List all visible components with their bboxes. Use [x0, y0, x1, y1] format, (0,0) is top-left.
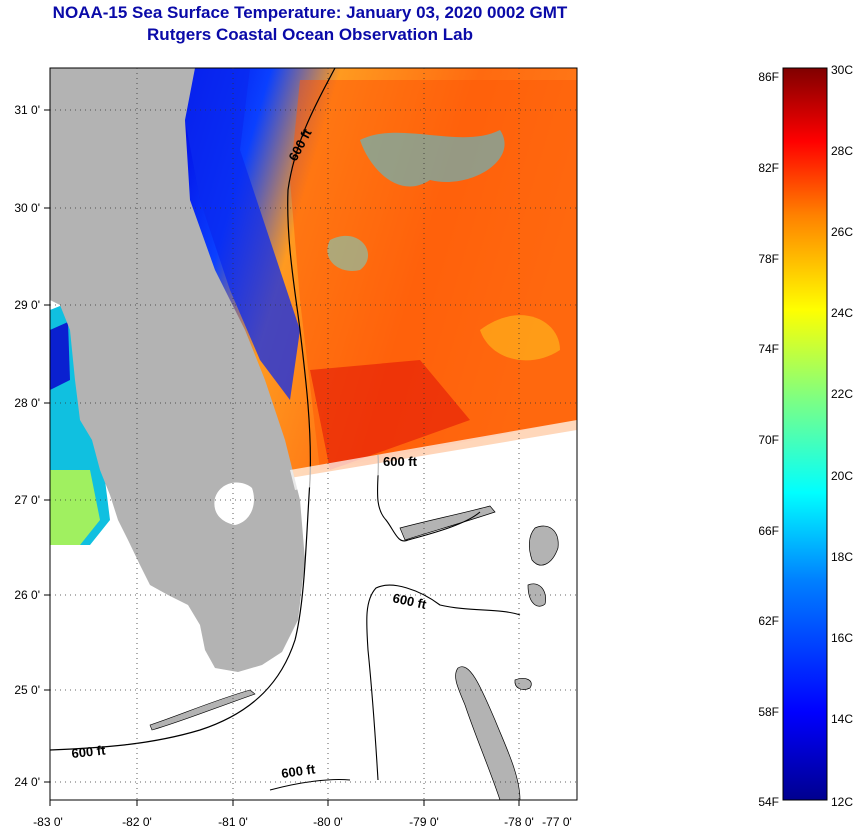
colorbar-c-label: 24C [831, 306, 853, 320]
y-tick-label: 27 0' [14, 493, 40, 507]
y-tick-label: 30 0' [14, 201, 40, 215]
y-tick-label: 24 0' [14, 775, 40, 789]
colorbar-f-label: 58F [758, 705, 779, 719]
y-tick-label: 28 0' [14, 396, 40, 410]
x-tick-label: -77 0' [542, 815, 572, 829]
colorbar-f-label: 86F [758, 70, 779, 84]
contour-600ft-bahamas [377, 454, 481, 542]
colorbar-f-label: 62F [758, 614, 779, 628]
colorbar-c-label: 16C [831, 631, 853, 645]
colorbar-f-label: 82F [758, 161, 779, 175]
colorbar-f-label: 70F [758, 433, 779, 447]
contour-label: 600 ft [71, 742, 107, 761]
colorbar-c-label: 14C [831, 712, 853, 726]
x-tick-label: -81 0' [218, 815, 248, 829]
x-tick-label: -80 0' [313, 815, 343, 829]
map-panel [50, 68, 577, 800]
graticule [50, 68, 577, 800]
x-tick-label: -83 0' [33, 815, 63, 829]
contour-label: 600 ft [383, 454, 418, 469]
bahamas-land [399, 505, 496, 541]
y-tick-label: 31 0' [14, 103, 40, 117]
title-line-2: Rutgers Coastal Ocean Observation Lab [147, 25, 473, 44]
y-tick-label: 26 0' [14, 588, 40, 602]
colorbar-c-label: 22C [831, 387, 853, 401]
colorbar-f-label: 66F [758, 524, 779, 538]
x-tick-label: -78 0' [504, 815, 534, 829]
lake-okeechobee [214, 482, 255, 525]
colorbar-f-label: 78F [758, 252, 779, 266]
title-line-1: NOAA-15 Sea Surface Temperature: January… [52, 3, 568, 22]
colorbar-c-label: 28C [831, 144, 853, 158]
colorbar-f-label: 54F [758, 795, 779, 809]
x-tick-label: -82 0' [122, 815, 152, 829]
colorbar-c-label: 26C [831, 225, 853, 239]
y-tick-label: 29 0' [14, 298, 40, 312]
colorbar-c-label: 12C [831, 795, 853, 809]
x-tick-label: -79 0' [409, 815, 439, 829]
contour-label: 600 ft [280, 761, 316, 781]
contour-label: 600 ft [391, 590, 428, 612]
y-tick-label: 25 0' [14, 683, 40, 697]
map-frame [49, 67, 578, 801]
colorbar-f-label: 74F [758, 342, 779, 356]
colorbar-c-label: 30C [831, 63, 853, 77]
colorbar [782, 67, 828, 801]
colorbar-c-label: 20C [831, 469, 853, 483]
colorbar-c-label: 18C [831, 550, 853, 564]
